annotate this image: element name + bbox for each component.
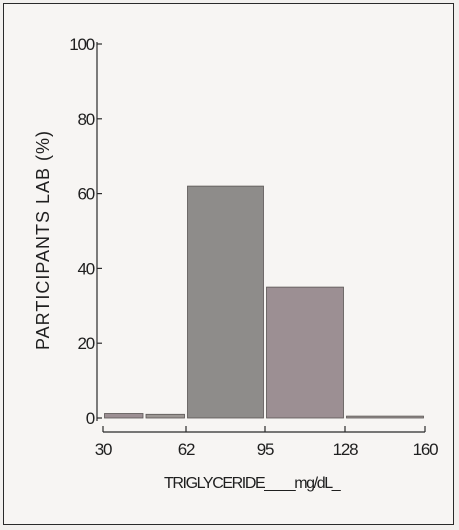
histogram-bar <box>346 415 424 419</box>
y-tick-label: 100 <box>69 35 95 54</box>
y-axis-title: PARTICIPANTS LAB (%) <box>33 130 53 350</box>
y-tick-label: 60 <box>77 185 94 204</box>
x-tick-label: 128 <box>333 440 359 459</box>
y-ticks-group: 0 20 40 60 80 100 <box>69 35 102 428</box>
x-tick-label: 95 <box>257 440 274 459</box>
x-tick-label: 30 <box>95 440 112 459</box>
y-tick-label: 0 <box>86 409 95 428</box>
y-tick-label: 40 <box>77 259 94 278</box>
x-tick-label: 62 <box>178 440 195 459</box>
y-tick-label: 80 <box>77 110 94 129</box>
x-ticks-group: 30 62 95 128 160 <box>95 426 439 459</box>
axes-group <box>96 42 425 433</box>
histogram-bar <box>145 413 185 419</box>
histogram-bar <box>187 185 264 419</box>
x-tick-label: 160 <box>413 440 439 459</box>
bars-group <box>104 185 424 419</box>
histogram-bar <box>104 413 144 419</box>
x-axis-title: TRIGLYCERIDE____mg/dL_ <box>164 475 342 492</box>
histogram-bar <box>266 286 344 419</box>
y-tick-label: 20 <box>77 334 94 353</box>
